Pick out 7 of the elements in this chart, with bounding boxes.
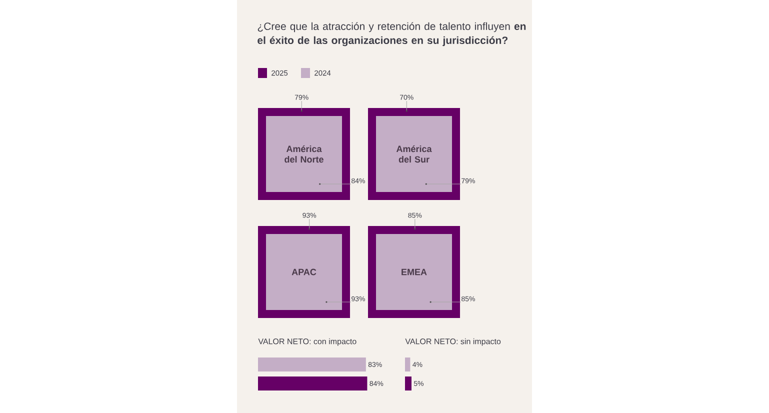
text: ¿Cree que la atracción y retención de talento influyen en el éxito de las organizaciones en su jurisdicción? bbox=[258, 22, 526, 46]
chart-title: VALOR NETO: con impacto bbox=[258, 338, 356, 346]
category-label: APAC bbox=[292, 268, 316, 276]
category-label: América del Sur bbox=[396, 145, 432, 163]
text: VALOR NETO: sin impacto bbox=[405, 338, 501, 346]
category-label: América del Norte bbox=[284, 145, 324, 163]
category-label: EMEA bbox=[402, 268, 427, 276]
